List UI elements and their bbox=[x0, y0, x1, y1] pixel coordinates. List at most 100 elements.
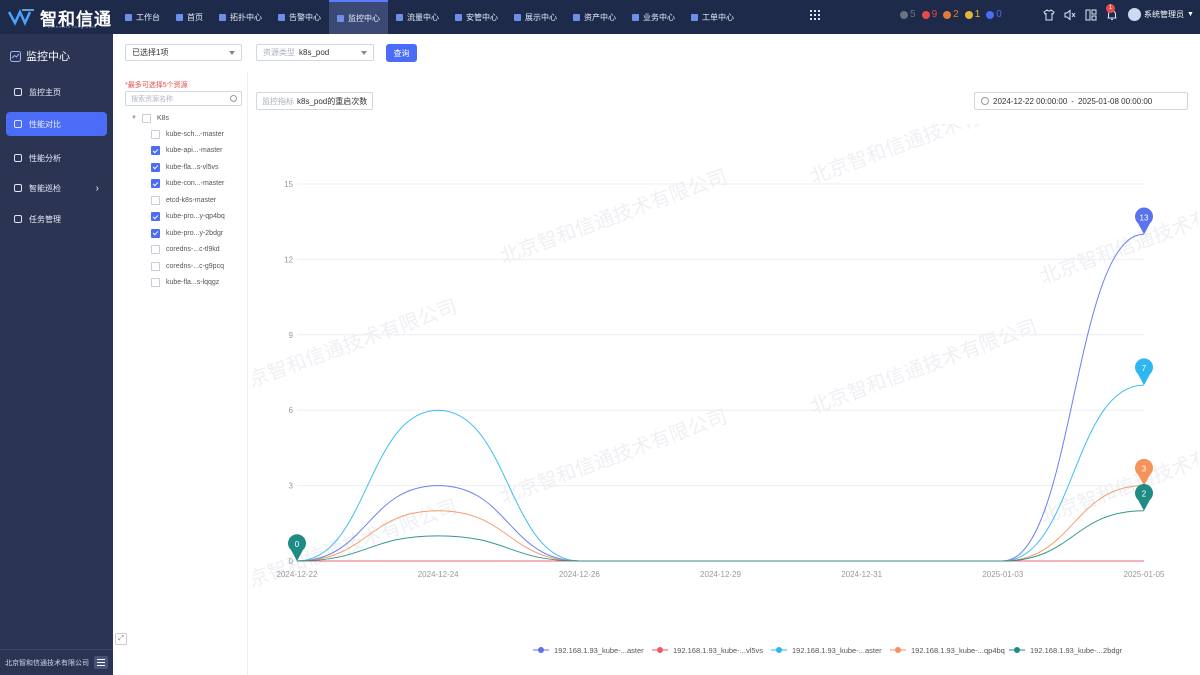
metric-selector[interactable]: 监控指标 k8s_pod的重启次数 bbox=[256, 92, 374, 110]
legend-dot bbox=[538, 647, 544, 653]
menu-toggle-icon[interactable] bbox=[94, 656, 108, 669]
alert-count-value: 0 bbox=[996, 9, 1002, 20]
tree-expand-icon[interactable]: ▼ bbox=[131, 115, 137, 121]
alert-count-value: 9 bbox=[931, 9, 938, 20]
resource-type-select[interactable]: 资源类型 k8s_pod bbox=[256, 44, 374, 61]
resource-checkbox[interactable] bbox=[151, 212, 160, 221]
fullscreen-icon[interactable]: ⤢ bbox=[115, 633, 127, 645]
x-tick-label: 2025-01-03 bbox=[982, 570, 1023, 579]
chevron-right-icon: › bbox=[95, 182, 99, 194]
alert-count[interactable]: 2 bbox=[943, 9, 959, 20]
sidebar-footer: 北京智和信通技术有限公司 bbox=[0, 649, 113, 675]
legend-label[interactable]: 192.168.1.93_kube-...2bdgr bbox=[1030, 646, 1123, 655]
search-icon[interactable] bbox=[230, 95, 237, 102]
alert-count[interactable]: 1 bbox=[964, 9, 980, 20]
resource-item[interactable]: kube-pro...y-2bdgr bbox=[151, 225, 223, 241]
sidebar-item[interactable]: 性能分析 bbox=[6, 146, 107, 170]
sidebar-item[interactable]: 任务管理 bbox=[6, 207, 107, 231]
resource-checkbox[interactable] bbox=[151, 278, 160, 287]
date-range-picker[interactable]: 2024-12-22 00:00:00 - 2025-01-08 00:00:0… bbox=[974, 92, 1188, 110]
resource-label: kube-pro...y-2bdgr bbox=[166, 229, 224, 237]
alert-count-value: 2 bbox=[953, 9, 959, 20]
x-tick-label: 2024-12-31 bbox=[841, 570, 882, 579]
resource-label: coredns-...c-tl9kd bbox=[166, 246, 220, 253]
legend-label[interactable]: 192.168.1.93_kube-...vl5vs bbox=[673, 646, 763, 655]
query-button[interactable]: 查询 bbox=[386, 44, 417, 62]
selected-count: 已选择1项 bbox=[132, 48, 169, 57]
resource-item[interactable]: kube-sch...-master bbox=[151, 126, 224, 142]
layout-icon[interactable] bbox=[1085, 9, 1097, 21]
alert-count[interactable]: 0 bbox=[986, 9, 1002, 20]
resource-checkbox[interactable] bbox=[151, 245, 160, 254]
notification-badge: 1 bbox=[1106, 4, 1115, 13]
selected-count-dropdown[interactable]: 已选择1项 bbox=[125, 44, 242, 61]
topnav-item[interactable]: 首页 bbox=[168, 0, 211, 34]
watermark: 北京智和信通技术有限公司北京智和信通技术有限公司北京智和信通技术有限公司北京智和… bbox=[253, 124, 1198, 599]
topnav-item[interactable]: 流量中心 bbox=[388, 0, 447, 34]
resource-item[interactable]: kube-api...-master bbox=[151, 143, 222, 159]
topnav-item[interactable]: 工作台 bbox=[117, 0, 168, 34]
topnav-item[interactable]: 工单中心 bbox=[683, 0, 742, 34]
topnav-label: 流量中心 bbox=[407, 12, 439, 22]
monitor-icon bbox=[10, 50, 21, 62]
resource-item[interactable]: kube-con...-master bbox=[151, 176, 224, 192]
sidebar-item[interactable]: 监控主页 bbox=[6, 80, 107, 104]
legend-label[interactable]: 192.168.1.93_kube-...aster bbox=[792, 646, 882, 655]
resource-checkbox[interactable] bbox=[151, 195, 160, 205]
menu-icon bbox=[14, 88, 22, 96]
group-label: K8s bbox=[156, 114, 170, 122]
nav-icon bbox=[219, 13, 226, 21]
user-menu[interactable]: 系统管理员 ▼ bbox=[1128, 8, 1194, 21]
topnav-item[interactable]: 展示中心 bbox=[506, 0, 565, 34]
topnav-item[interactable]: 资产中心 bbox=[565, 0, 624, 34]
legend-label[interactable]: 192.168.1.93_kube-...aster bbox=[554, 646, 644, 655]
resource-checkbox[interactable] bbox=[151, 261, 160, 271]
resource-item[interactable]: kube-fla...s-vl5vs bbox=[151, 159, 219, 175]
sidebar-item[interactable]: 智能巡检 › bbox=[6, 176, 107, 200]
resource-item[interactable]: kube-pro...y-qp4bq bbox=[151, 209, 225, 225]
resource-checkbox[interactable] bbox=[151, 228, 160, 238]
topnav-label: 工作台 bbox=[136, 12, 160, 22]
resource-checkbox[interactable] bbox=[151, 129, 160, 139]
nav-icon bbox=[278, 13, 285, 21]
marker-label: 2 bbox=[1142, 490, 1147, 499]
topnav-item[interactable]: 拓扑中心 bbox=[211, 0, 270, 34]
group-checkbox[interactable] bbox=[141, 113, 151, 123]
legend-label[interactable]: 192.168.1.93_kube-...qp4bq bbox=[911, 646, 1005, 655]
resource-item[interactable]: coredns-...c-tl9kd bbox=[151, 242, 220, 258]
resource-checkbox[interactable] bbox=[151, 162, 160, 172]
resource-label: etcd-k8s-master bbox=[166, 196, 217, 204]
date-separator: - bbox=[1071, 96, 1074, 106]
topnav-item[interactable]: 安管中心 bbox=[447, 0, 506, 34]
resource-search-input[interactable]: 搜索资源名称 bbox=[125, 91, 242, 106]
tree-group-k8s[interactable]: ▼ K8s bbox=[131, 110, 169, 126]
apps-grid-icon[interactable] bbox=[810, 10, 820, 20]
tshirt-icon[interactable] bbox=[1043, 9, 1055, 21]
alert-count[interactable]: 9 bbox=[921, 9, 938, 20]
topnav-item[interactable]: 告警中心 bbox=[270, 0, 329, 34]
nav-icon bbox=[455, 13, 462, 21]
alert-count[interactable]: 5 bbox=[900, 9, 916, 20]
marker-label: 7 bbox=[1142, 364, 1147, 373]
resource-item[interactable]: kube-fla...s-lqqgz bbox=[151, 275, 219, 291]
sidebar-item-label: 任务管理 bbox=[29, 214, 61, 224]
sidebar-item[interactable]: 性能对比 bbox=[6, 112, 107, 136]
resource-checkbox[interactable] bbox=[151, 146, 160, 155]
nav-icon bbox=[514, 13, 521, 21]
resource-checkbox[interactable] bbox=[151, 179, 160, 188]
alert-level-icon bbox=[900, 10, 908, 19]
nav-icon bbox=[125, 13, 132, 21]
logo[interactable]: 智和信通 zhiheXinTong.com bbox=[8, 6, 112, 29]
resource-label: kube-fla...s-vl5vs bbox=[166, 163, 219, 171]
resource-item[interactable]: etcd-k8s-master bbox=[151, 192, 216, 208]
topnav-label: 业务中心 bbox=[643, 12, 675, 22]
topnav-item[interactable]: 业务中心 bbox=[624, 0, 683, 34]
caret-icon bbox=[229, 51, 235, 55]
value-marker bbox=[1135, 358, 1153, 386]
speaker-icon[interactable] bbox=[1064, 9, 1076, 21]
value-marker bbox=[1135, 484, 1153, 511]
nav-icon bbox=[396, 13, 403, 21]
resource-item[interactable]: coredns-...c-g9pcq bbox=[151, 258, 224, 274]
menu-icon bbox=[14, 215, 22, 223]
topnav-item[interactable]: 监控中心 bbox=[329, 0, 388, 34]
